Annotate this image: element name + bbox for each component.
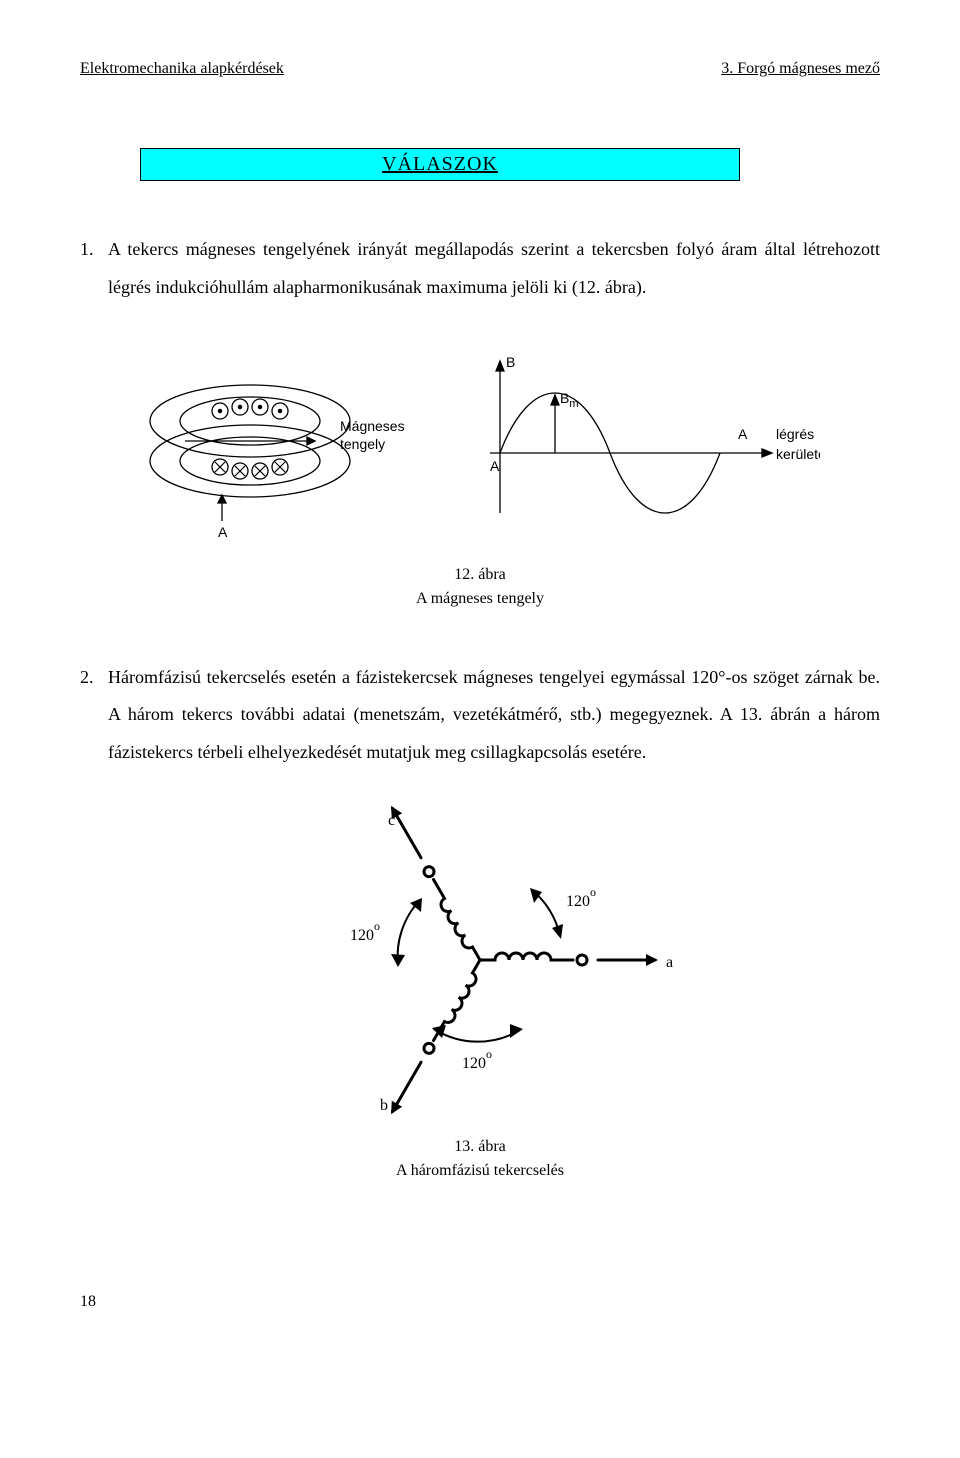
figure-13-caption: 13. ábra A háromfázisú tekercselés — [80, 1135, 880, 1183]
sine-y-label: B — [506, 354, 515, 370]
fig12-cap-line1: 12. ábra — [454, 566, 506, 583]
sine-legres: légrés — [776, 426, 814, 442]
sine-origin-label: A — [490, 458, 500, 474]
sine-kerulete: kerülete — [776, 446, 820, 462]
answer-item-2-text: Háromfázisú tekercselés esetén a fáziste… — [108, 659, 880, 772]
phase-b-label: b — [380, 1097, 388, 1114]
coil-bottom-label: A — [218, 524, 228, 540]
coil-label1: Mágneses — [340, 418, 405, 434]
answer-item-1: 1. A tekercs mágneses tengelyének irányá… — [80, 231, 880, 307]
figure-13: a b c 120o 120o 120o — [80, 800, 880, 1125]
angle-3: 120o — [462, 1047, 492, 1072]
fig12-cap-line2: A mágneses tengely — [416, 590, 544, 607]
page-number: 18 — [80, 1293, 880, 1311]
figure-12-sine-diagram: B A Bm A légrés kerülete — [460, 343, 820, 543]
figure-12: Mágneses tengely A B A Bm A l — [80, 343, 880, 543]
title-band: VÁLASZOK — [140, 148, 740, 181]
sine-peak-label: Bm — [560, 390, 579, 410]
sine-right-a: A — [738, 426, 748, 442]
fig13-cap-line1: 13. ábra — [454, 1138, 506, 1155]
answer-item-1-num: 1. — [80, 231, 108, 307]
answer-item-1-text: A tekercs mágneses tengelyének irányát m… — [108, 231, 880, 307]
phase-c-label: c — [388, 812, 395, 829]
figure-12-caption: 12. ábra A mágneses tengely — [80, 563, 880, 611]
answer-item-2: 2. Háromfázisú tekercselés esetén a fázi… — [80, 659, 880, 772]
fig13-cap-line2: A háromfázisú tekercselés — [396, 1162, 564, 1179]
angle-2: 120o — [350, 919, 380, 944]
figure-13-star-diagram: a b c 120o 120o 120o — [260, 800, 700, 1120]
title-text: VÁLASZOK — [382, 153, 498, 175]
phase-a-label: a — [666, 954, 673, 971]
page-body: Elektromechanika alapkérdések 3. Forgó m… — [0, 0, 960, 1351]
page-header: Elektromechanika alapkérdések 3. Forgó m… — [80, 60, 880, 78]
answer-item-2-num: 2. — [80, 659, 108, 772]
figure-12-coil-diagram: Mágneses tengely A — [140, 343, 440, 543]
header-right: 3. Forgó mágneses mező — [721, 60, 880, 78]
header-left: Elektromechanika alapkérdések — [80, 60, 284, 78]
angle-1: 120o — [566, 885, 596, 910]
coil-label2: tengely — [340, 436, 385, 452]
